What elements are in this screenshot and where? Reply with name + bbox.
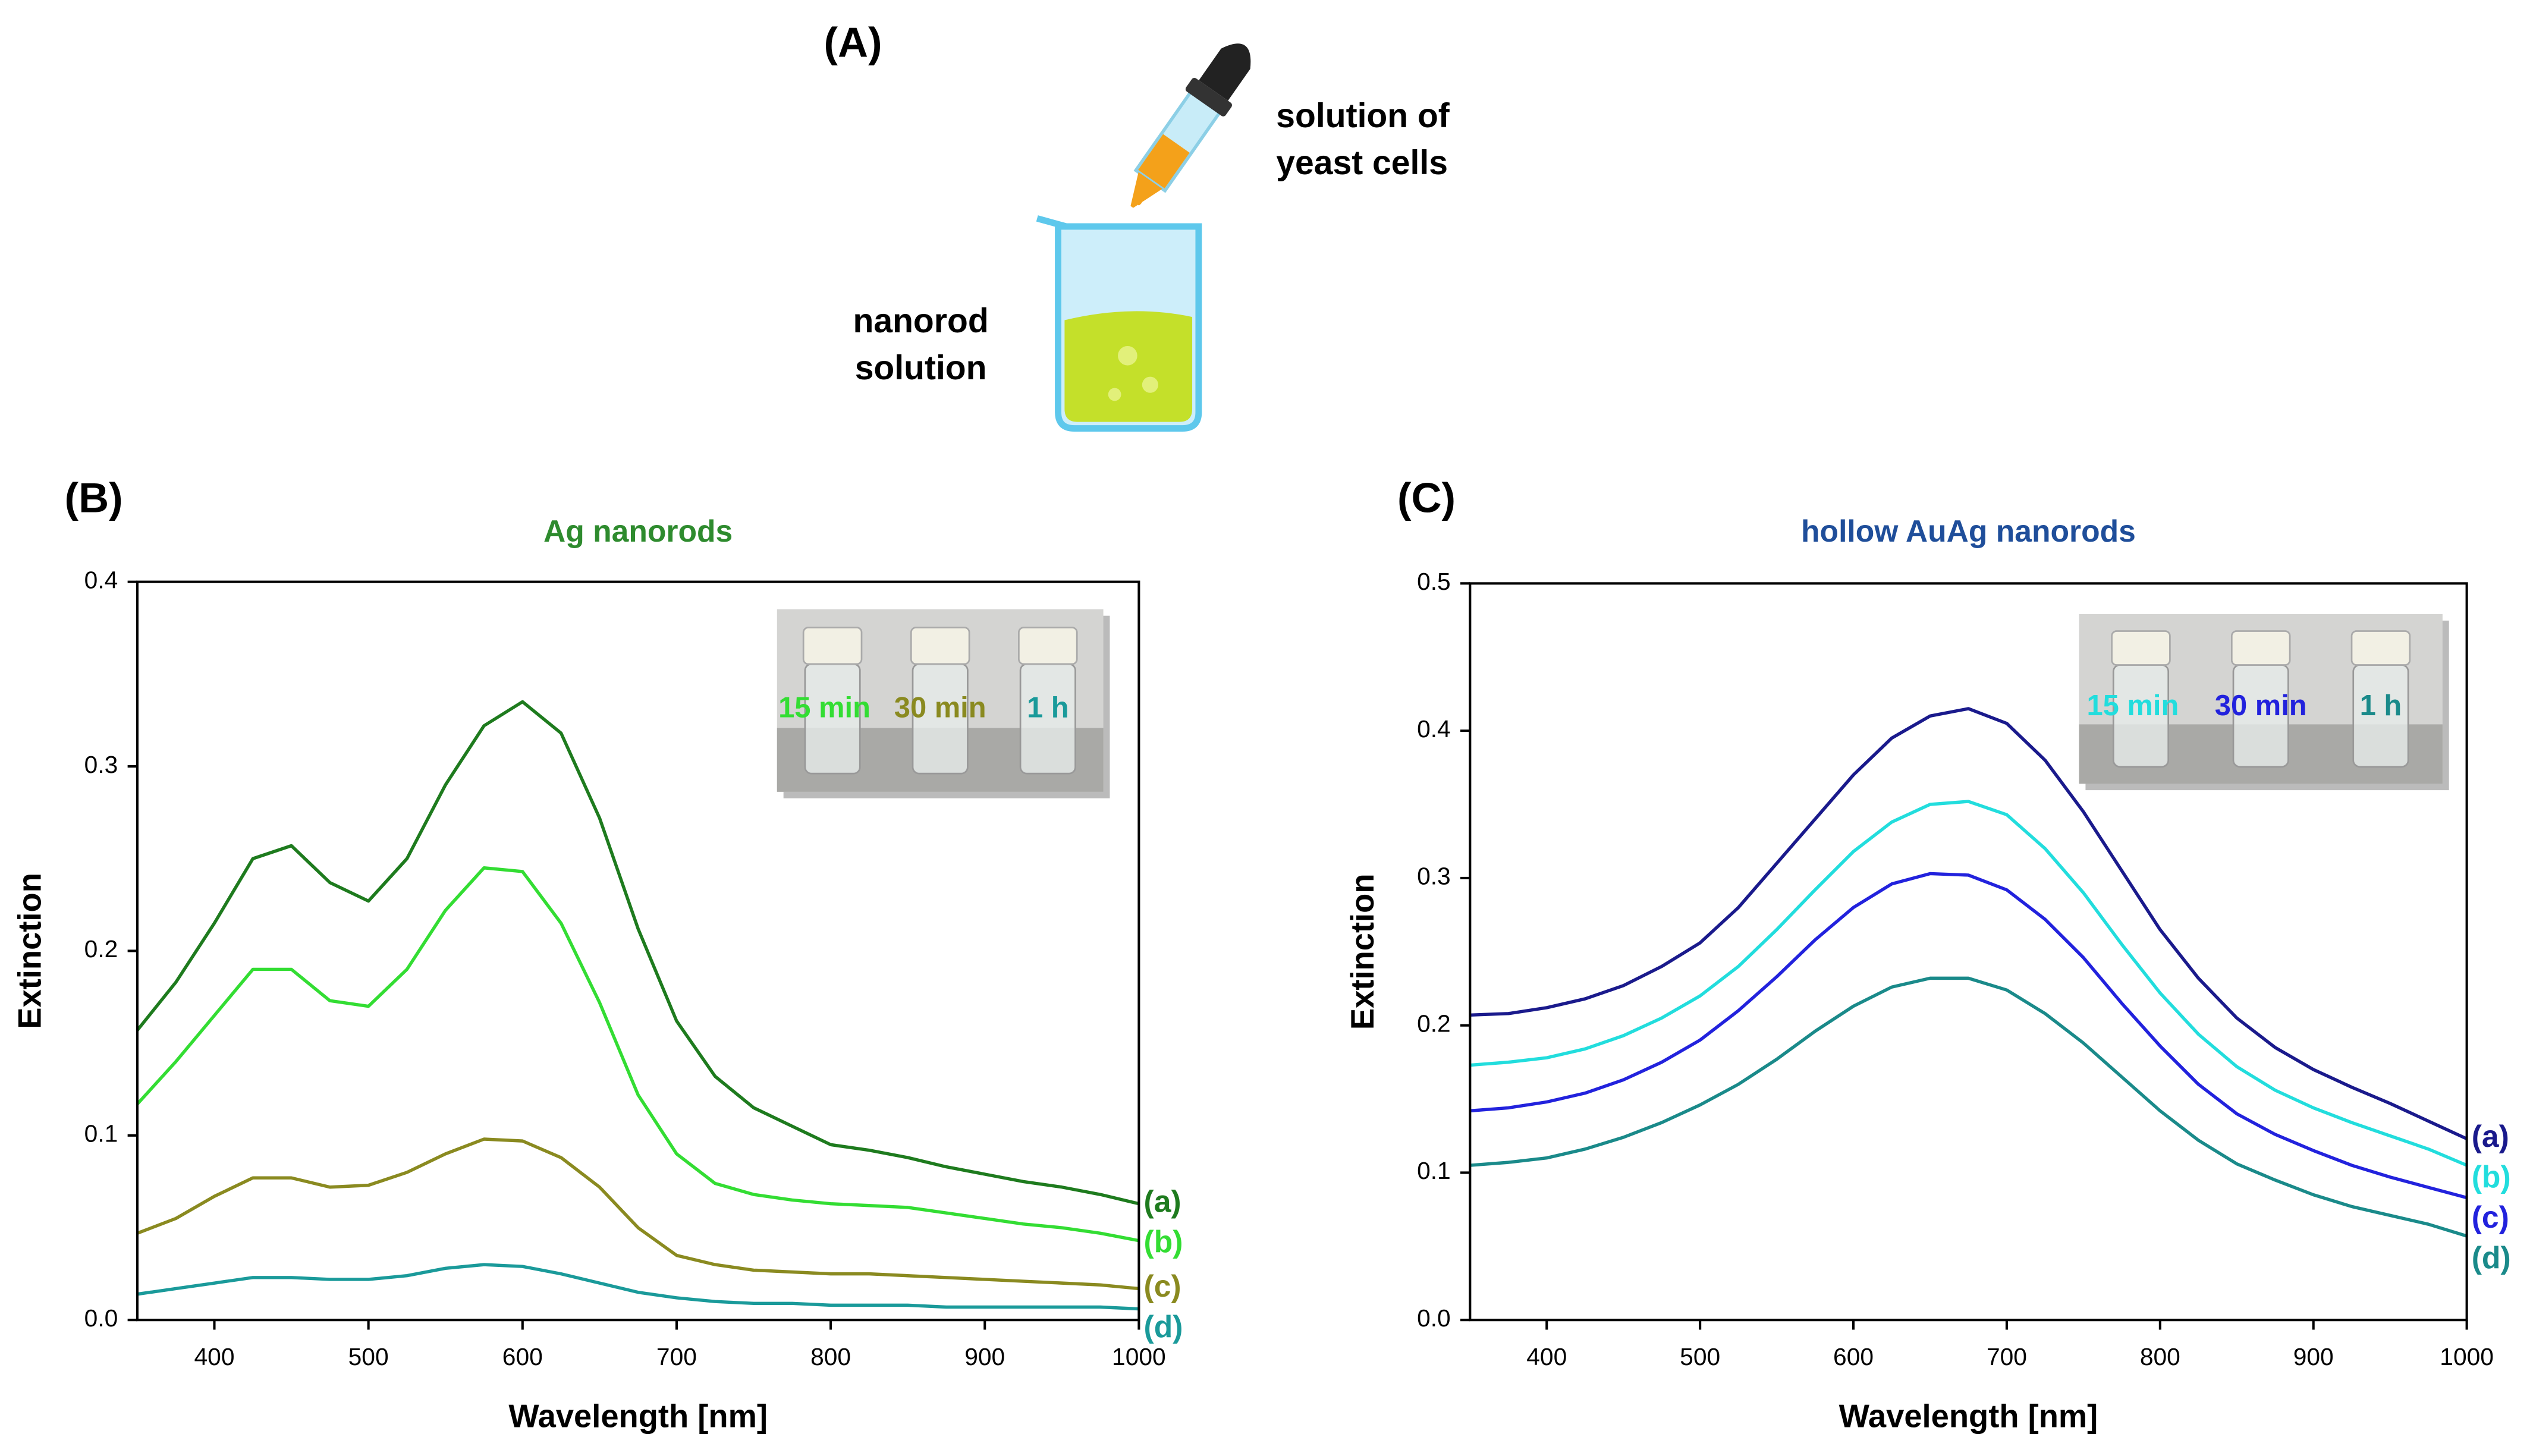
chart-title: Ag nanorods: [543, 514, 733, 548]
y-tick-label: 0.4: [1417, 715, 1451, 743]
series-line: [1470, 976, 2468, 1238]
legend-label: (b): [2472, 1159, 2511, 1194]
x-tick-label: 600: [502, 1343, 543, 1370]
series-line: [1470, 872, 2468, 1200]
series-line: [136, 700, 1140, 1206]
dropper: [1130, 43, 1251, 208]
drop: [1134, 187, 1143, 206]
beaker-label: nanorod: [853, 302, 989, 340]
dropper-label: yeast cells: [1276, 144, 1448, 182]
inset-label: 1 h: [1027, 692, 1069, 724]
plot-frame: [1469, 582, 2468, 1322]
x-tick-label: 900: [2293, 1343, 2334, 1370]
vial-cap: [2111, 630, 2171, 666]
plot-frame: [136, 580, 1140, 1322]
inset-label: 30 min: [2215, 690, 2307, 722]
x-tick-label: 900: [964, 1343, 1005, 1370]
inset-label: 15 min: [778, 692, 870, 724]
vial-cap: [1018, 627, 1078, 665]
legend-label: (c): [2472, 1200, 2509, 1234]
legend-label: (d): [1144, 1309, 1183, 1344]
bubble: [1108, 388, 1121, 401]
series-line: [137, 1263, 1139, 1311]
legend-label: (d): [2472, 1240, 2511, 1275]
x-tick-label: 400: [1526, 1343, 1567, 1370]
x-tick-label: 500: [348, 1343, 389, 1370]
y-tick-label: 0.0: [84, 1304, 118, 1332]
x-axis-label: Wavelength [nm]: [508, 1398, 768, 1434]
x-tick-label: 500: [1680, 1343, 1720, 1370]
legend-label: (a): [1144, 1184, 1181, 1218]
dropper-label: solution of: [1276, 97, 1450, 135]
series-line: [136, 866, 1139, 1243]
bubble: [1142, 376, 1158, 393]
series-line: [1470, 707, 2468, 1140]
x-axis-label: Wavelength [nm]: [1839, 1398, 2098, 1434]
vial-cap: [2350, 630, 2411, 666]
y-tick-label: 0.4: [84, 566, 118, 593]
x-tick-label: 800: [2140, 1343, 2180, 1370]
y-tick-label: 0.5: [1417, 568, 1451, 595]
x-tick-label: 1000: [1112, 1343, 1166, 1370]
x-tick-label: 600: [1833, 1343, 1874, 1370]
y-tick-label: 0.3: [1417, 863, 1451, 890]
beaker-label: solution: [855, 349, 987, 387]
x-tick-label: 700: [1987, 1343, 2027, 1370]
y-axis-label: Extinction: [12, 873, 48, 1029]
y-tick-label: 0.0: [1417, 1304, 1451, 1332]
y-tick-label: 0.1: [84, 1120, 118, 1147]
y-axis-label: Extinction: [1344, 873, 1381, 1030]
legend-label: (a): [2472, 1119, 2509, 1153]
y-tick-label: 0.3: [84, 751, 118, 778]
inset-label: 30 min: [894, 692, 986, 724]
beaker-lip: [1036, 215, 1067, 230]
inset-label: 1 h: [2360, 690, 2402, 722]
inset-label: 15 min: [2086, 690, 2179, 722]
panel-label: (C): [1397, 474, 1456, 521]
x-tick-label: 800: [810, 1343, 851, 1370]
legend-label: (b): [1144, 1224, 1183, 1259]
y-tick-label: 0.1: [1417, 1157, 1451, 1184]
vial-cap: [2230, 630, 2291, 666]
vial-cap: [910, 627, 970, 665]
series-line: [136, 1137, 1139, 1291]
chart-title: hollow AuAg nanorods: [1801, 514, 2136, 548]
x-tick-label: 1000: [2440, 1343, 2494, 1370]
y-tick-label: 0.2: [84, 935, 118, 963]
vial-cap: [802, 627, 863, 665]
panel-a: (A) solution of yeast cells nanorod solu…: [824, 18, 1450, 432]
series-line: [1470, 800, 2468, 1167]
x-tick-label: 400: [194, 1343, 235, 1370]
panel-label: (B): [65, 474, 123, 521]
y-tick-label: 0.2: [1417, 1010, 1451, 1037]
legend-label: (c): [1144, 1269, 1181, 1303]
panel-label: (A): [824, 18, 882, 65]
beaker-liquid: [1064, 311, 1193, 422]
bubble: [1118, 345, 1137, 366]
x-tick-label: 700: [656, 1343, 697, 1370]
